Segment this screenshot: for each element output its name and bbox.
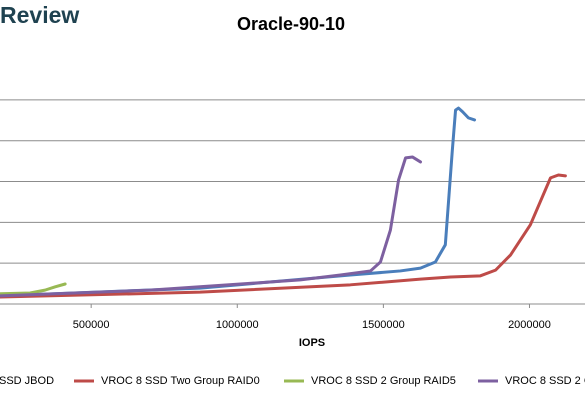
legend-label: VROC 8 SSD 2 Group RAID5: [311, 375, 456, 387]
chart-title: Oracle-90-10: [237, 14, 345, 34]
x-tick-label: 2000000: [508, 319, 551, 331]
legend-label: VROC 8 SSD Two Group RAID0: [101, 375, 260, 387]
series-line: [0, 106, 477, 298]
legend-label: VROC 8 SSD 2 G: [505, 375, 585, 387]
x-tick-label: 500000: [73, 319, 110, 331]
x-tick-label: 1500000: [362, 319, 405, 331]
series-line: [0, 173, 567, 299]
watermark: Review: [0, 2, 79, 28]
series-line: [0, 155, 422, 298]
series-line: [0, 282, 67, 296]
x-tick-label: 1000000: [216, 319, 259, 331]
legend-label: SSD JBOD: [0, 375, 54, 387]
x-axis-label: IOPS: [299, 337, 325, 349]
